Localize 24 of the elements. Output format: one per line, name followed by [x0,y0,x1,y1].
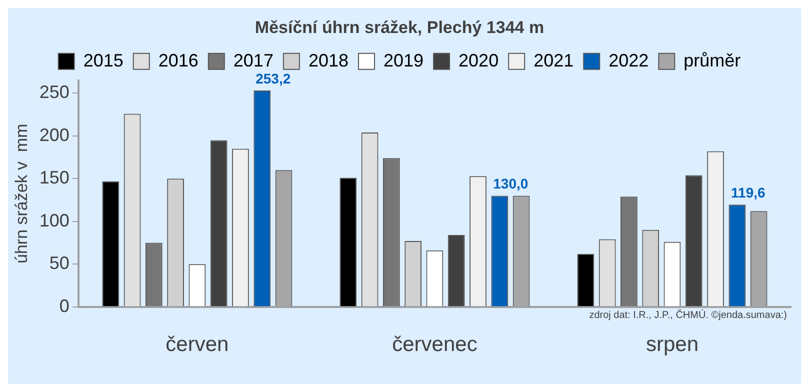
x-tick-label: červenec [392,333,478,356]
legend-label: 2020 [458,50,499,70]
x-tick-label: srpen [646,333,699,356]
y-tick-label: 50 [49,253,70,274]
legend-label: 2017 [233,50,274,70]
y-tick-label: 100 [39,210,70,230]
legend-label: průměr [684,50,741,70]
y-tick-label: 0 [59,296,70,316]
y-tick-label: 150 [39,168,70,188]
legend-label: 2018 [308,50,348,70]
text: zdroj dat: I.R., J.P., ČHMÚ. ©jenda.sumava:) [589,310,787,321]
legend-label: 2016 [158,50,198,70]
legend-label: 2015 [83,50,124,70]
legend-label: 2019 [383,50,424,70]
legend-label: 2022 [608,50,649,70]
data-label: 253,2 [256,70,291,86]
x-tick-label: červen [166,333,229,356]
data-label: 119,6 [731,184,766,200]
y-tick-label: 250 [39,82,70,102]
data-label: 130,0 [493,176,528,192]
chart-title: Měsíční úhrn srážek, Plechý 1344 m [254,18,544,37]
legend-label: 2021 [534,50,574,70]
y-axis-title: úhrn srážek v mm [12,124,31,264]
y-tick-label: 200 [39,124,70,145]
